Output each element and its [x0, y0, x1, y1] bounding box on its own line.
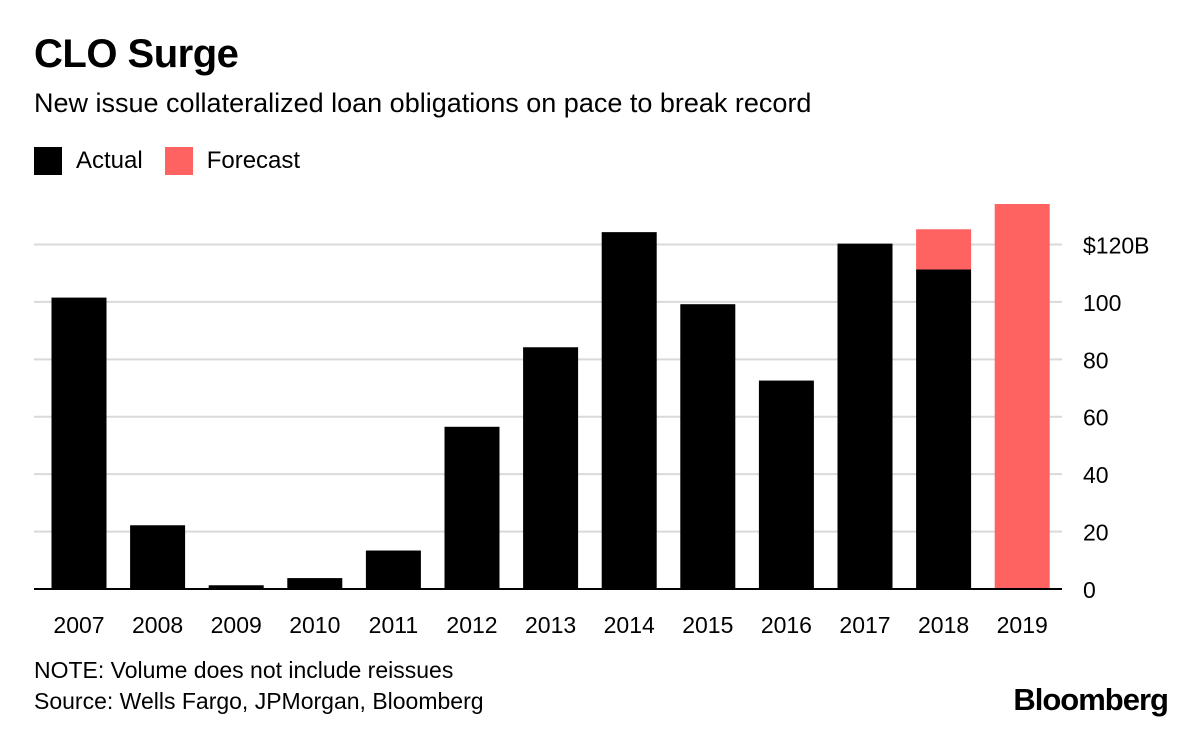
- bloomberg-logo: Bloomberg: [1013, 682, 1169, 717]
- x-tick-label: 2014: [604, 612, 655, 638]
- y-tick-label: 40: [1083, 462, 1109, 488]
- bar-actual-2014: [601, 232, 657, 589]
- legend-label-forecast: Forecast: [206, 147, 301, 174]
- bar-actual-2010: [287, 578, 343, 589]
- x-tick-label: 2019: [997, 612, 1048, 638]
- x-tick-label: 2015: [682, 612, 733, 638]
- legend-swatch-forecast: [164, 147, 193, 175]
- bar-actual-2008: [130, 525, 186, 589]
- y-tick-label: 100: [1083, 290, 1121, 316]
- chart-title: CLO Surge: [34, 32, 239, 76]
- x-tick-label: 2018: [918, 612, 969, 638]
- legend-swatch-actual: [34, 147, 62, 175]
- x-tick-label: 2009: [211, 612, 262, 638]
- legend-item-forecast: Forecast: [164, 147, 301, 175]
- bar-forecast-2018: [916, 229, 972, 270]
- bar-actual-2017: [837, 243, 893, 589]
- legend-label-actual: Actual: [76, 147, 143, 174]
- y-tick-label: 60: [1083, 405, 1109, 431]
- x-tick-label: 2017: [839, 612, 890, 638]
- chart-source: Source: Wells Fargo, JPMorgan, Bloomberg: [34, 688, 484, 714]
- x-tick-label: 2011: [369, 612, 418, 638]
- chart-subtitle: New issue collateralized loan obligation…: [34, 88, 812, 118]
- bar-actual-2015: [680, 304, 736, 589]
- bar-forecast-2019: [994, 204, 1050, 589]
- y-tick-label: 80: [1083, 347, 1109, 373]
- y-tick-label: 0: [1083, 577, 1096, 603]
- bar-actual-2016: [758, 380, 814, 589]
- bar-actual-2013: [523, 347, 579, 589]
- x-tick-label: 2013: [525, 612, 576, 638]
- legend: Actual Forecast: [34, 147, 322, 175]
- chart-note: NOTE: Volume does not include reissues: [34, 657, 454, 683]
- x-tick-label: 2010: [289, 612, 340, 638]
- bar-actual-2007: [51, 297, 107, 589]
- y-tick-label: 20: [1083, 520, 1109, 546]
- bar-actual-2012: [444, 426, 500, 589]
- x-tick-label: 2008: [132, 612, 183, 638]
- bar-actual-2009: [208, 585, 264, 589]
- bar-actual-2018: [916, 269, 972, 589]
- legend-item-actual: Actual: [34, 147, 143, 175]
- x-tick-label: 2016: [761, 612, 812, 638]
- y-tick-label: $120B: [1083, 232, 1150, 258]
- bar-actual-2011: [365, 550, 421, 589]
- x-tick-label: 2012: [446, 612, 497, 638]
- x-tick-label: 2007: [53, 612, 104, 638]
